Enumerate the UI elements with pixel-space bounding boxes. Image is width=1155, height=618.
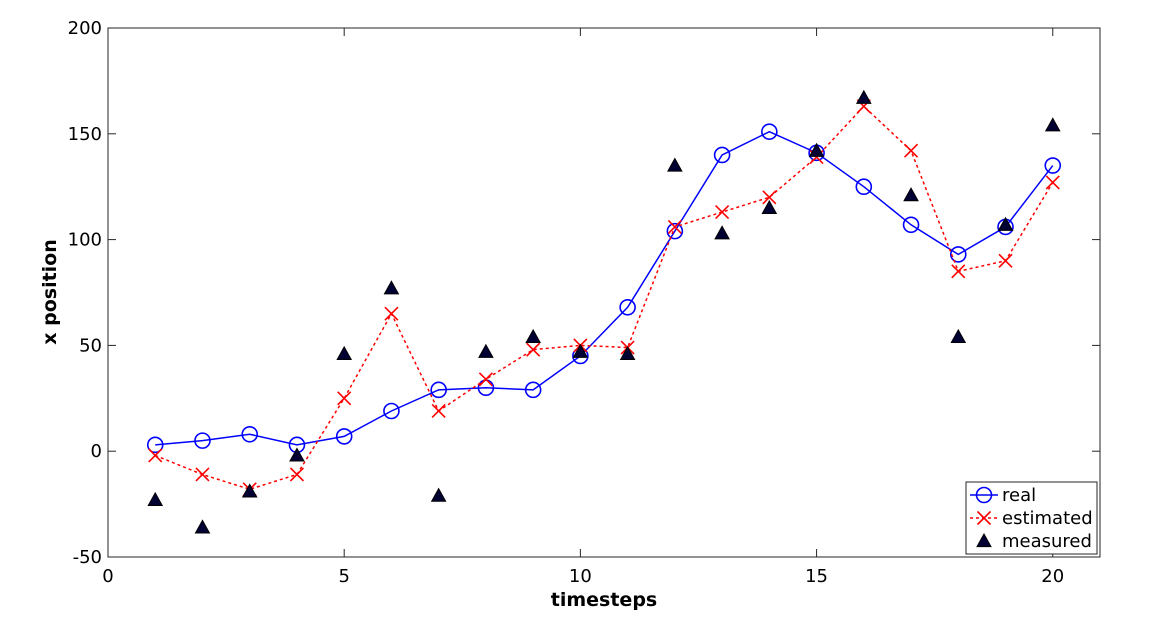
data-point-estimated-stroke: [431, 403, 446, 419]
legend-label-estimated: estimated: [1002, 508, 1093, 529]
data-point-estimated: [1045, 175, 1060, 190]
data-point-measured: [714, 225, 730, 240]
data-point-real: [949, 246, 967, 263]
x-tick-label: 10: [569, 566, 592, 587]
legend-marker-estimated: [976, 510, 992, 526]
data-point-real: [761, 123, 778, 140]
x-tick-label: 20: [1041, 566, 1064, 587]
legend-marker-measured: [976, 532, 992, 548]
data-point-real: [713, 146, 731, 164]
data-point-real: [383, 402, 400, 420]
series-line-estimated: [154, 105, 1054, 491]
data-point-real: [902, 216, 920, 234]
data-point-real: [855, 178, 873, 195]
data-point-estimated-stroke: [526, 342, 541, 357]
data-point-measured: [903, 187, 919, 202]
data-point-measured: [761, 199, 778, 214]
data-point-estimated: [998, 253, 1013, 268]
y-axis-label: x position: [39, 239, 61, 345]
data-point-measured: [667, 157, 683, 172]
data-point-estimated-stroke: [1045, 175, 1060, 190]
plot-frame: [107, 27, 1101, 558]
data-point-measured: [336, 345, 353, 360]
data-point-estimated-stroke: [903, 143, 919, 158]
data-point-measured: [383, 280, 400, 295]
data-point-measured: [1044, 117, 1061, 132]
data-point-measured: [289, 447, 305, 462]
y-tick-label: 200: [68, 18, 102, 39]
y-tick-label: 100: [68, 230, 102, 251]
legend-label-measured: measured: [1002, 531, 1092, 552]
data-point-estimated-stroke: [762, 190, 777, 205]
legend-item-estimated: estimated: [970, 508, 1093, 529]
data-point-estimated: [526, 342, 541, 357]
series-estimated: [148, 99, 1060, 497]
data-point-estimated-stroke: [384, 306, 399, 321]
data-point-measured: [478, 343, 494, 358]
data-point-estimated: [903, 143, 919, 158]
data-point-real: [524, 381, 542, 399]
data-point-measured: [525, 328, 541, 344]
data-point-estimated: [762, 190, 777, 205]
data-point-estimated: [431, 403, 446, 419]
data-point-measured: [950, 328, 967, 344]
data-point-estimated: [289, 467, 305, 482]
data-point-real: [146, 436, 164, 454]
data-point-estimated-stroke: [337, 391, 352, 406]
data-point-measured: [241, 483, 258, 498]
x-axis-label: timesteps: [551, 589, 657, 611]
data-point-estimated: [478, 372, 493, 387]
data-point-estimated: [148, 448, 163, 463]
data-point-real: [1044, 157, 1062, 174]
y-tick-label: 50: [79, 335, 102, 356]
data-point-estimated: [195, 467, 210, 482]
series-measured: [147, 89, 1061, 534]
data-point-measured: [430, 487, 447, 502]
data-point-estimated-stroke: [715, 205, 730, 220]
data-point-measured: [147, 491, 164, 506]
data-point-measured: [808, 142, 825, 157]
y-tick-label: 150: [68, 124, 102, 145]
x-tick-label: 5: [338, 566, 349, 587]
data-point-estimated-stroke: [478, 372, 493, 387]
legend-label-real: real: [1002, 485, 1036, 506]
data-point-measured: [194, 519, 211, 534]
data-point-estimated: [715, 205, 730, 220]
data-point-estimated-stroke: [289, 467, 305, 482]
data-point-estimated-stroke: [951, 264, 966, 279]
data-point-real: [335, 428, 353, 445]
data-point-estimated-stroke: [148, 448, 163, 463]
plot-background: [108, 28, 1100, 557]
series-real: [146, 123, 1062, 454]
data-point-estimated: [337, 391, 352, 406]
x-tick-label: 15: [805, 566, 828, 587]
y-tick-label: 0: [91, 441, 102, 462]
y-tick-label: -50: [73, 547, 102, 568]
data-point-measured: [997, 216, 1014, 231]
data-point-measured: [855, 89, 872, 104]
data-point-real: [430, 381, 447, 399]
data-point-measured: [572, 343, 589, 358]
data-point-real: [619, 299, 636, 316]
data-point-estimated: [384, 306, 399, 321]
data-point-real: [194, 432, 211, 449]
data-point-estimated-stroke: [998, 253, 1013, 268]
legend-marker-real: [975, 486, 993, 504]
data-point-estimated: [951, 264, 966, 279]
data-point-real: [241, 425, 259, 443]
data-point-estimated-stroke: [667, 219, 682, 234]
legend-marker-estimated-stroke: [976, 510, 992, 526]
series-layer: [146, 89, 1062, 534]
legend-item-measured: measured: [976, 531, 1092, 552]
x-tick-label: 0: [102, 566, 113, 587]
data-point-estimated-stroke: [195, 467, 210, 482]
data-point-measured: [619, 345, 636, 360]
data-point-estimated: [667, 219, 682, 234]
legend-item-real: real: [970, 485, 1036, 506]
data-point-real: [666, 222, 684, 240]
